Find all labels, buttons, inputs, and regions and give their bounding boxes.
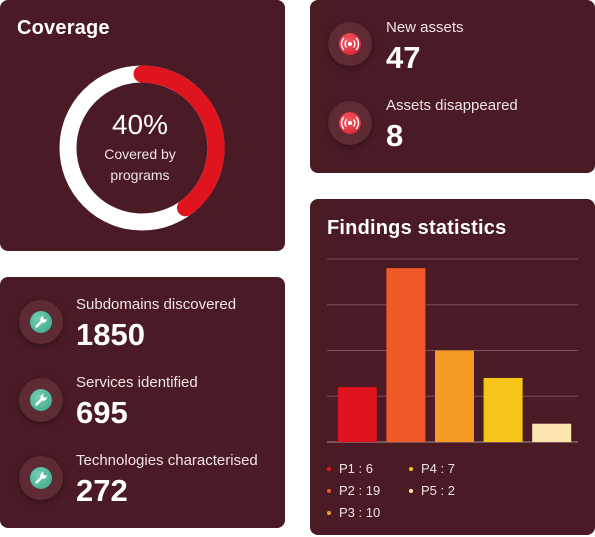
- legend-p3-label: P3 : 10: [339, 505, 381, 520]
- wrench-icon: [19, 378, 63, 422]
- services-value: 695: [76, 395, 128, 430]
- legend-p2: P2 : 19: [327, 483, 380, 498]
- new-assets-value: 47: [386, 40, 421, 75]
- assets-disappeared-value: 8: [386, 118, 404, 153]
- broadcast-icon: [328, 22, 372, 66]
- legend-p1-dot: [327, 466, 331, 471]
- coverage-donut: 40% Covered by programs: [59, 65, 225, 231]
- technologies-label: Technologies characterised: [76, 452, 258, 469]
- findings-title: Findings statistics: [327, 217, 507, 239]
- legend-p4: P4 : 7: [409, 461, 455, 476]
- discovery-card: Subdomains discovered 1850 Services iden…: [0, 277, 285, 528]
- technologies-value: 272: [76, 473, 128, 508]
- subdomains-label: Subdomains discovered: [76, 296, 237, 313]
- assets-disappeared-label: Assets disappeared: [386, 97, 518, 114]
- coverage-title: Coverage: [17, 17, 110, 39]
- coverage-subtitle-line2: programs: [110, 167, 169, 183]
- findings-chart: [327, 258, 578, 443]
- assets-card: New assets 47 Assets disappeared 8: [310, 0, 595, 173]
- legend-p1-label: P1 : 6: [339, 461, 373, 476]
- legend-p2-label: P2 : 19: [339, 483, 381, 498]
- bar-p1: [337, 387, 377, 442]
- legend-p3: P3 : 10: [327, 505, 380, 520]
- legend-p4-dot: [409, 466, 413, 471]
- wrench-icon: [19, 300, 63, 344]
- coverage-percent: 40%: [112, 109, 168, 140]
- legend-p5-dot: [409, 488, 413, 493]
- legend-p5-label: P5 : 2: [421, 483, 455, 498]
- bar-p5: [532, 423, 572, 442]
- bar-p4: [483, 377, 523, 442]
- legend-p3-dot: [327, 510, 331, 515]
- subdomains-value: 1850: [76, 317, 145, 352]
- broadcast-icon: [328, 101, 372, 145]
- legend-p5: P5 : 2: [409, 483, 455, 498]
- legend-p2-dot: [327, 488, 331, 493]
- services-label: Services identified: [76, 374, 198, 391]
- coverage-card: Coverage 40% Covered by programs: [0, 0, 285, 251]
- bar-p3: [435, 350, 474, 442]
- coverage-subtitle-line1: Covered by: [104, 146, 176, 162]
- new-assets-label: New assets: [386, 19, 464, 36]
- legend-p1: P1 : 6: [327, 461, 373, 476]
- legend-p4-label: P4 : 7: [421, 461, 455, 476]
- findings-card: Findings statistics P1 : 6 P2 : 19 P3 : …: [310, 199, 595, 535]
- coverage-arc: [133, 65, 225, 217]
- wrench-icon: [19, 456, 63, 500]
- bar-p2: [386, 268, 426, 442]
